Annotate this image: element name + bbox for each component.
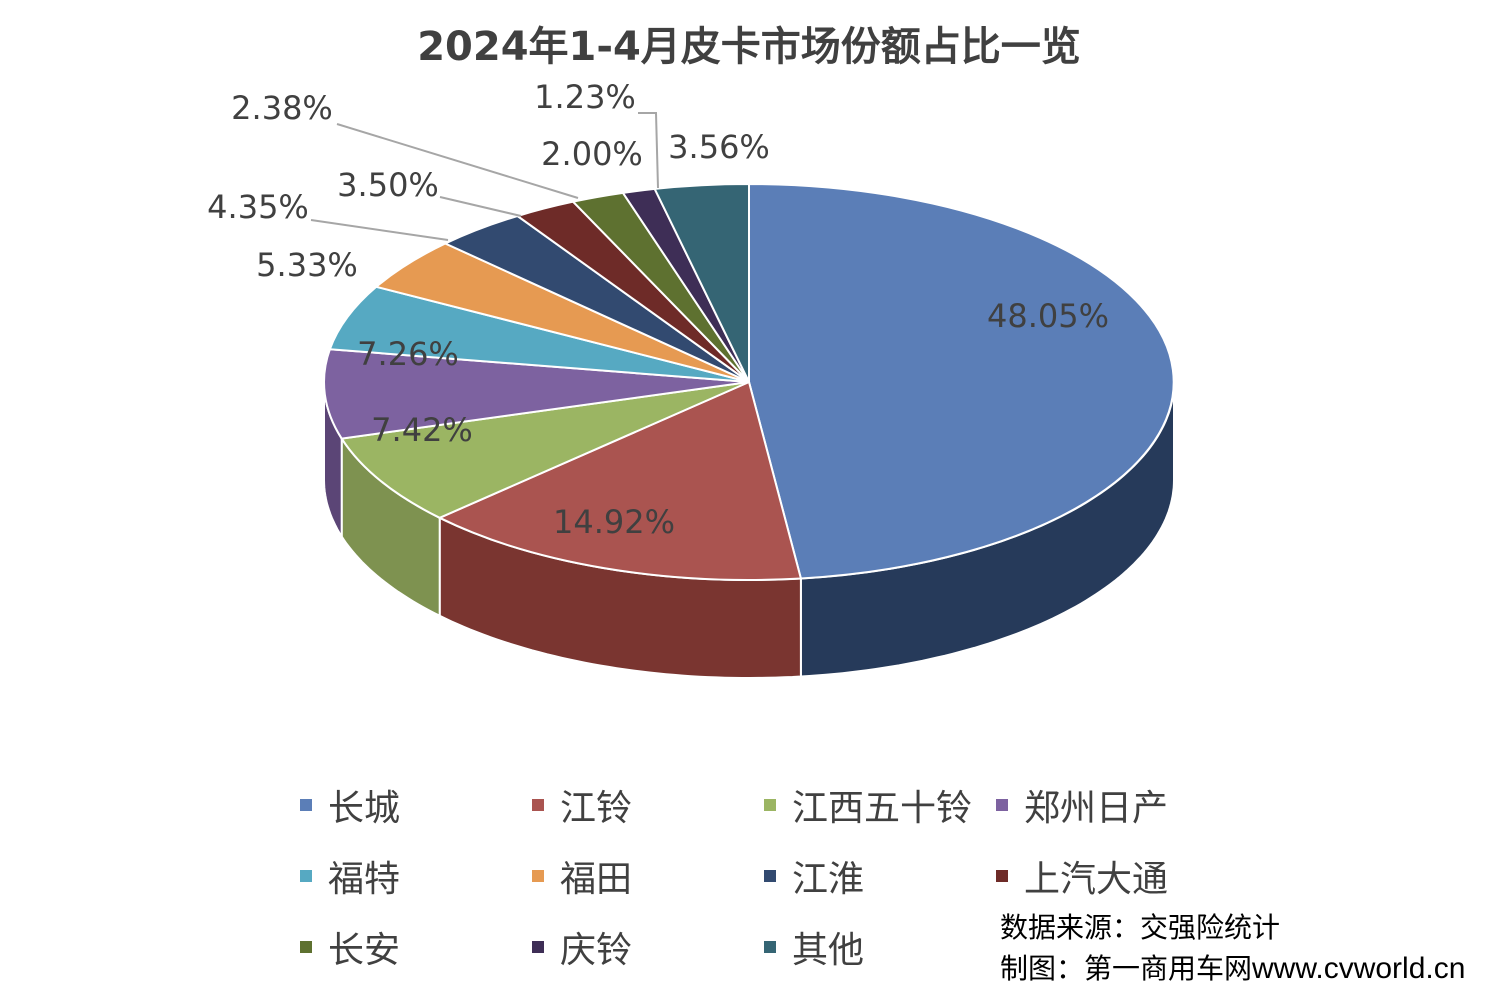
legend-item: 上汽大通 xyxy=(996,857,1228,900)
legend-label: 福田 xyxy=(560,859,633,900)
website-url: www.cvworld.cn xyxy=(1252,952,1466,985)
legend-swatch xyxy=(996,870,1008,882)
pie-slice-2 xyxy=(340,381,750,519)
legend-item: 江西五十铃 xyxy=(764,786,996,829)
legend-label: 江铃 xyxy=(560,788,633,829)
pie-slice-10 xyxy=(653,182,750,383)
pie-slice-1 xyxy=(437,380,803,581)
pie-slice-4 xyxy=(328,285,750,383)
pie-top xyxy=(323,182,1175,581)
data-label-4: 5.33% xyxy=(256,246,358,284)
legend-swatch xyxy=(300,870,312,882)
data-label-3: 7.26% xyxy=(357,335,459,373)
leader-line-6 xyxy=(439,196,522,217)
data-label-6: 3.50% xyxy=(337,166,439,204)
data-label-9: 1.23% xyxy=(534,78,636,116)
pie-slice-3 xyxy=(323,348,750,440)
legend-label: 上汽大通 xyxy=(1024,859,1169,900)
legend-swatch xyxy=(532,799,544,811)
legend-swatch xyxy=(996,799,1008,811)
legend-swatch xyxy=(764,799,776,811)
data-label-8: 2.00% xyxy=(541,135,643,173)
legend-label: 长城 xyxy=(328,788,401,829)
credit-note: 制图：第一商用车网www.cvworld.cn xyxy=(1000,947,1465,987)
legend-swatch xyxy=(764,870,776,882)
legend-swatch xyxy=(300,799,312,811)
data-label-2: 7.42% xyxy=(371,411,473,449)
legend-item: 江淮 xyxy=(764,857,996,900)
credit-text: 制图：第一商用车网 xyxy=(1000,952,1253,985)
legend-label: 江西五十铃 xyxy=(792,788,973,829)
data-source-note: 数据来源：交强险统计 xyxy=(1000,911,1281,944)
legend-item: 福特 xyxy=(300,857,532,900)
legend-swatch xyxy=(532,941,544,953)
leader-line-9 xyxy=(638,112,659,189)
data-label-10: 3.56% xyxy=(668,128,770,166)
chart-legend: 长城 江铃 江西五十铃 郑州日产福特 福田 江淮 上汽大通长安 庆铃 其他 xyxy=(300,786,1228,971)
legend-item: 其他 xyxy=(764,928,996,971)
data-label-7: 2.38% xyxy=(231,89,333,127)
data-label-1: 14.92% xyxy=(553,503,675,541)
legend-item: 庆铃 xyxy=(532,928,764,971)
legend-swatch xyxy=(300,941,312,953)
leader-line-5 xyxy=(310,219,449,241)
legend-label: 江淮 xyxy=(792,859,865,900)
legend-label: 郑州日产 xyxy=(1024,788,1169,829)
legend-label: 庆铃 xyxy=(560,930,633,971)
legend-label: 其他 xyxy=(792,930,865,971)
legend-swatch xyxy=(764,941,776,953)
legend-item: 长城 xyxy=(300,786,532,829)
legend-item: 江铃 xyxy=(532,786,764,829)
legend-label: 福特 xyxy=(328,859,401,900)
data-labels: 48.05% 14.92% 7.42% 7.26% 5.33% 4.35% 3.50% 2.3… xyxy=(207,78,1109,541)
pie-side-walls xyxy=(323,381,1175,679)
legend-item: 福田 xyxy=(532,857,764,900)
pie-slice-0 xyxy=(748,182,1175,580)
legend-item: 长安 xyxy=(300,928,532,971)
data-label-5: 4.35% xyxy=(207,188,309,226)
legend-swatch xyxy=(532,870,544,882)
data-label-0: 48.05% xyxy=(987,297,1109,335)
leader-line-7 xyxy=(336,123,579,199)
chart-title: 2024年1-4月皮卡市场份额占比一览 xyxy=(417,24,1081,70)
legend-item: 郑州日产 xyxy=(996,786,1228,829)
legend-label: 长安 xyxy=(328,930,401,971)
